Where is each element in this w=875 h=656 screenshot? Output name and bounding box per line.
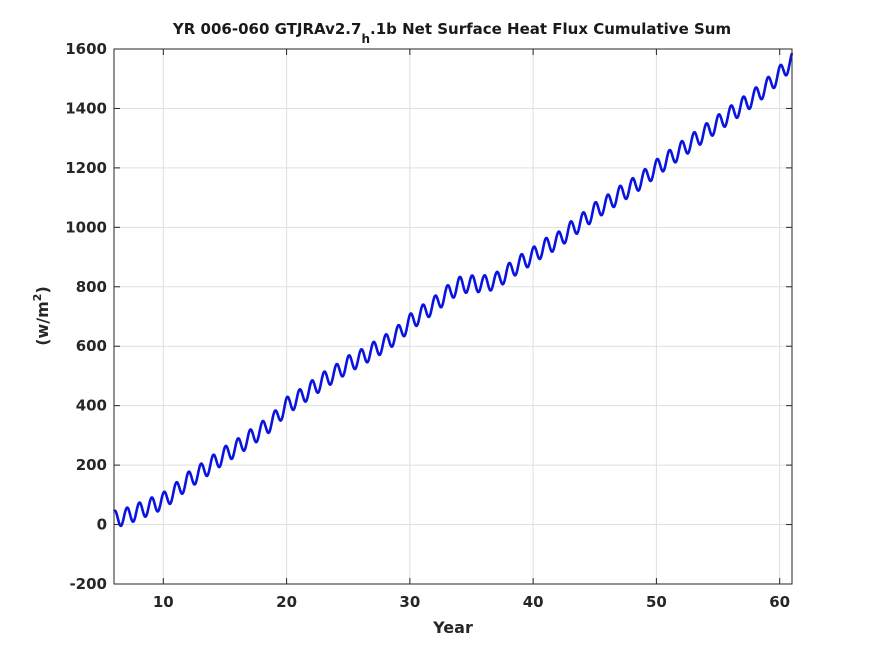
series-line: [112, 52, 794, 528]
title-prefix: YR 006-060 GTJRAv2.7: [172, 20, 362, 38]
y-axis-label-close: ): [33, 286, 52, 293]
y-tick-label: 1200: [65, 159, 107, 177]
x-tick-label: 40: [523, 593, 544, 611]
x-tick-label: 50: [646, 593, 667, 611]
grid-lines: [114, 48, 792, 585]
x-tick-label: 10: [153, 593, 174, 611]
y-tick-label: 800: [76, 278, 107, 296]
y-tick-label: 400: [76, 397, 107, 415]
x-tick-label: 30: [399, 593, 420, 611]
y-tick-label: 1600: [65, 40, 107, 58]
x-axis-label: Year: [432, 618, 473, 637]
y-tick-label: 1000: [65, 218, 107, 236]
y-tick-label: 600: [76, 337, 107, 355]
chart-title: YR 006-060 GTJRAv2.7h.1b Net Surface Hea…: [172, 20, 731, 46]
y-axis-label: (w/m2): [31, 286, 52, 346]
x-tick-labels: 10 20 30 40 50 60: [153, 593, 790, 611]
y-tick-label: 1400: [65, 99, 107, 117]
tick-marks: [114, 48, 792, 585]
y-tick-label: 200: [76, 456, 107, 474]
series-layer: [112, 52, 794, 528]
y-tick-label: -200: [69, 575, 107, 593]
x-tick-label: 20: [276, 593, 297, 611]
title-subscript: h: [361, 32, 370, 46]
x-tick-label: 60: [769, 593, 790, 611]
title-suffix: .1b Net Surface Heat Flux Cumulative Sum: [370, 20, 731, 38]
y-axis-label-sup: 2: [31, 294, 44, 302]
y-tick-labels: -200 0 200 400 600 800 1000 1200 1400 1600: [65, 40, 107, 593]
plot-area-frame: [113, 48, 793, 585]
y-tick-label: 0: [97, 516, 107, 534]
y-axis-label-base: (w/m: [33, 301, 52, 346]
